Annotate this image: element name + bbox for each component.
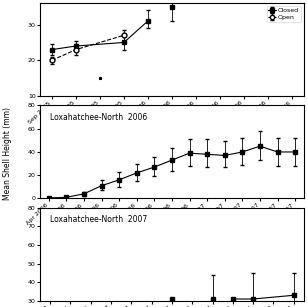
Text: Mean Shell Height (mm): Mean Shell Height (mm) (3, 107, 12, 200)
Legend: Closed, Open: Closed, Open (266, 6, 301, 21)
Text: Loxahatchee-North  2007: Loxahatchee-North 2007 (50, 215, 148, 224)
Text: Loxahatchee-North  2006: Loxahatchee-North 2006 (50, 113, 148, 122)
